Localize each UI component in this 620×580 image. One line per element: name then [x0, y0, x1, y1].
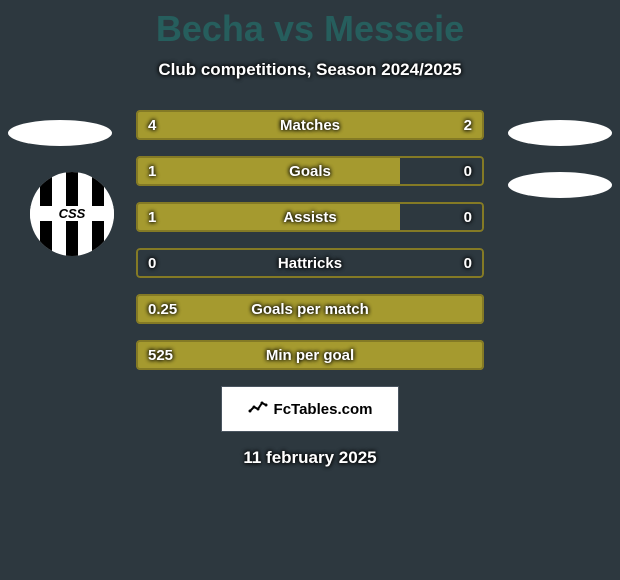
content-area: CSS 42Matches 10Goals 10Assists 00Hattricks…	[0, 110, 620, 468]
stat-row: 42Matches	[136, 110, 484, 140]
date-label: 11 february 2025	[0, 448, 620, 468]
stat-row: 10Goals	[136, 156, 484, 186]
stat-label: Matches	[136, 110, 484, 140]
stat-label: Assists	[136, 202, 484, 232]
club-logo-text: CSS	[30, 206, 114, 221]
page-title: Becha vs Messeie	[0, 0, 620, 50]
club-logo: CSS	[30, 172, 114, 256]
stat-row: 0.25Goals per match	[136, 294, 484, 324]
stat-row: 10Assists	[136, 202, 484, 232]
stat-row: 00Hattricks	[136, 248, 484, 278]
stat-label: Min per goal	[136, 340, 484, 370]
fctables-label: FcTables.com	[274, 401, 373, 418]
infographic-container: Becha vs Messeie Club competitions, Seas…	[0, 0, 620, 580]
stat-bars: 42Matches 10Goals 10Assists 00Hattricks 0.25…	[136, 110, 484, 370]
fctables-badge[interactable]: FcTables.com	[221, 386, 399, 432]
stat-row: 525Min per goal	[136, 340, 484, 370]
player-right-ellipse	[508, 120, 612, 146]
stat-label: Goals per match	[136, 294, 484, 324]
club-logo-circle: CSS	[30, 172, 114, 256]
stat-label: Goals	[136, 156, 484, 186]
subtitle: Club competitions, Season 2024/2025	[0, 60, 620, 80]
player-left-ellipse	[8, 120, 112, 146]
stat-label: Hattricks	[136, 248, 484, 278]
fctables-icon	[248, 397, 268, 422]
player-right-ellipse-2	[508, 172, 612, 198]
